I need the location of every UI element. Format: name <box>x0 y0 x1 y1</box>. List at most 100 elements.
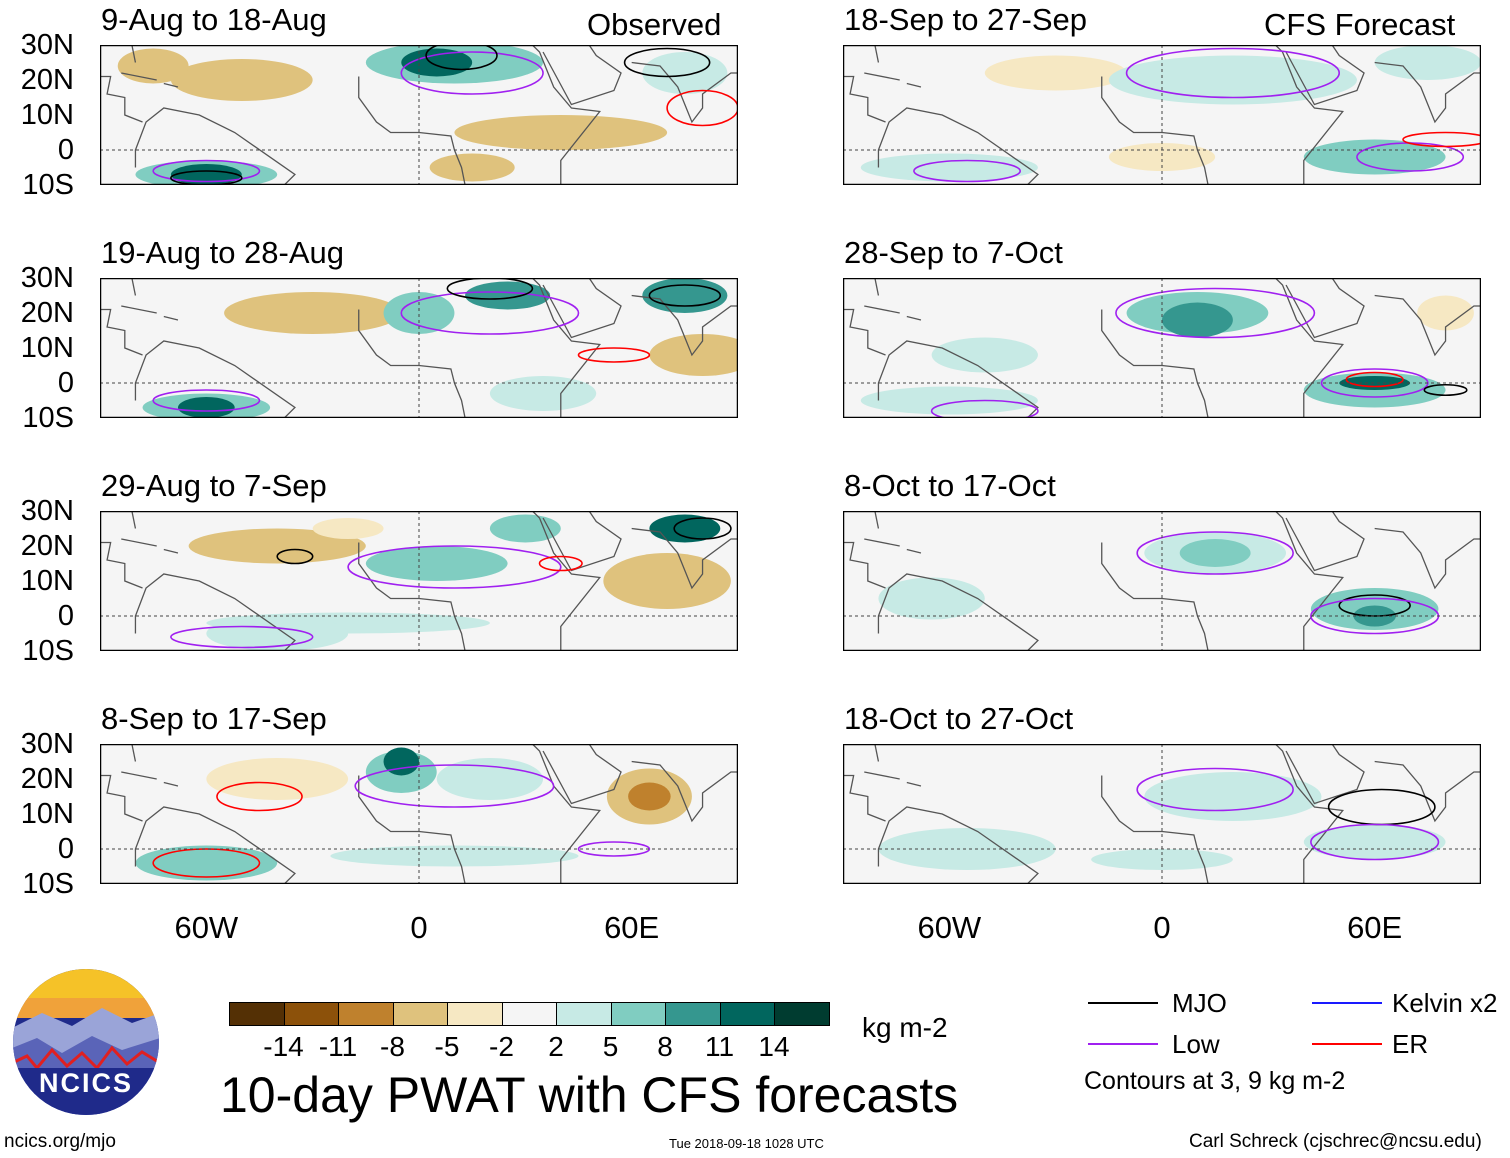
colorbar-swatch <box>720 1003 775 1025</box>
ncics-logo: NCICS <box>12 968 160 1116</box>
footer-url[interactable]: ncics.org/mjo <box>4 1131 116 1152</box>
coastline <box>135 574 295 651</box>
pwat-anomaly <box>312 518 384 539</box>
pwat-anomaly <box>1417 295 1474 331</box>
coastline <box>135 807 295 884</box>
coastline <box>875 511 879 529</box>
pwat-anomaly <box>206 758 349 800</box>
coastline <box>543 744 621 804</box>
pwat-anomaly <box>1339 376 1411 390</box>
coastline <box>132 744 136 762</box>
coastline <box>1375 762 1481 822</box>
wave-contour <box>277 550 312 564</box>
colorbar-tick-label: -11 <box>318 1031 358 1062</box>
lat-tick-label: 10S <box>22 169 74 201</box>
wave-contour <box>447 278 532 299</box>
wave-contour <box>426 45 497 70</box>
colorbar-tick-label: 5 <box>602 1031 619 1062</box>
lat-tick-label: 20N <box>20 530 74 562</box>
panel-title: 8-Oct to 17-Oct <box>844 468 1056 503</box>
pwat-anomaly <box>436 758 544 800</box>
pwat-anomaly <box>878 828 1056 870</box>
wave-contour <box>153 390 259 411</box>
coastline <box>1275 511 1342 651</box>
lon-tick-label: 0 <box>1153 910 1171 945</box>
coastline <box>1102 310 1208 419</box>
lat-tick-label: 30N <box>20 495 74 527</box>
coastline <box>1286 511 1364 571</box>
coastline <box>878 341 1038 418</box>
pwat-anomaly <box>860 153 1038 182</box>
pwat-anomaly <box>1374 45 1481 80</box>
coastline <box>632 296 738 356</box>
lat-tick-label: 0 <box>57 833 74 865</box>
pwat-anomaly <box>489 376 597 411</box>
lat-tick-label: 20N <box>20 64 74 96</box>
lat-tick-label: 20N <box>20 297 74 329</box>
coastline <box>1102 543 1208 652</box>
wave-contour <box>348 546 561 588</box>
colorbar-tick-label: 8 <box>657 1031 673 1062</box>
coastline <box>1375 296 1481 356</box>
wave-contour <box>625 49 710 77</box>
pwat-anomaly <box>170 164 242 185</box>
pwat-anomaly <box>170 59 313 101</box>
coastline <box>132 45 136 63</box>
lat-tick-label: 20N <box>20 763 74 795</box>
wave-contour <box>1346 373 1403 387</box>
lat-tick-label: 10S <box>22 635 74 667</box>
coastline <box>359 543 465 652</box>
logo-text: NCICS <box>39 1068 133 1098</box>
lat-tick-label: 10N <box>20 99 74 131</box>
coastline <box>907 550 921 554</box>
coastline <box>543 511 621 571</box>
legend-er-label: ER <box>1392 1029 1429 1059</box>
colorbar-swatch <box>557 1003 612 1025</box>
colorbar-swatch <box>775 1003 829 1025</box>
coastline <box>878 807 1038 884</box>
lat-tick-label: 10S <box>22 402 74 434</box>
panel-title: 28-Sep to 7-Oct <box>844 235 1063 270</box>
colorbar-tick-label: 11 <box>704 1031 735 1062</box>
wave-contour <box>667 91 738 126</box>
coastline <box>1286 45 1364 105</box>
coastline <box>843 310 886 356</box>
lat-tick-label: 30N <box>20 262 74 294</box>
coastline <box>135 341 295 418</box>
contour-note: Contours at 3, 9 kg m-2 <box>1084 1067 1346 1095</box>
lat-tick-label: 0 <box>57 367 74 399</box>
colorbar-swatch <box>666 1003 721 1025</box>
lon-tick-label: 60W <box>174 910 239 945</box>
coastline <box>359 77 465 186</box>
coastline <box>543 278 621 338</box>
legend-mjo-label: MJO <box>1172 988 1227 1018</box>
lat-tick-label: 30N <box>20 29 74 61</box>
pwat-anomaly <box>878 577 985 620</box>
colorbar-tick-label: 14 <box>758 1031 790 1062</box>
wave-contour <box>217 783 302 811</box>
coastline <box>875 45 879 63</box>
coastline <box>1275 278 1342 418</box>
coastline <box>164 783 178 787</box>
colorbar-swatch <box>339 1003 394 1025</box>
coastline <box>121 772 156 779</box>
wave-contour <box>1311 825 1439 860</box>
footer-timestamp: Tue 2018-09-18 1028 UTC <box>669 1136 824 1151</box>
coastline <box>532 45 599 185</box>
coastline <box>864 539 899 546</box>
coastline <box>878 108 1038 185</box>
coastline <box>875 744 879 762</box>
map-panel <box>843 45 1481 185</box>
pwat-anomaly <box>383 747 419 776</box>
pwat-anomaly <box>1303 372 1446 408</box>
coastline <box>100 543 143 589</box>
wave-contour <box>153 161 259 182</box>
lat-tick-label: 30N <box>20 728 74 760</box>
panel-title: 18-Sep to 27-Sep <box>844 2 1088 37</box>
coastline <box>121 73 156 80</box>
legend-mjo-line <box>1088 1002 1158 1004</box>
legend-kelvin-label: Kelvin x2 <box>1392 988 1498 1018</box>
colorbar-tick-label: -8 <box>380 1031 405 1062</box>
coastline <box>632 63 738 123</box>
